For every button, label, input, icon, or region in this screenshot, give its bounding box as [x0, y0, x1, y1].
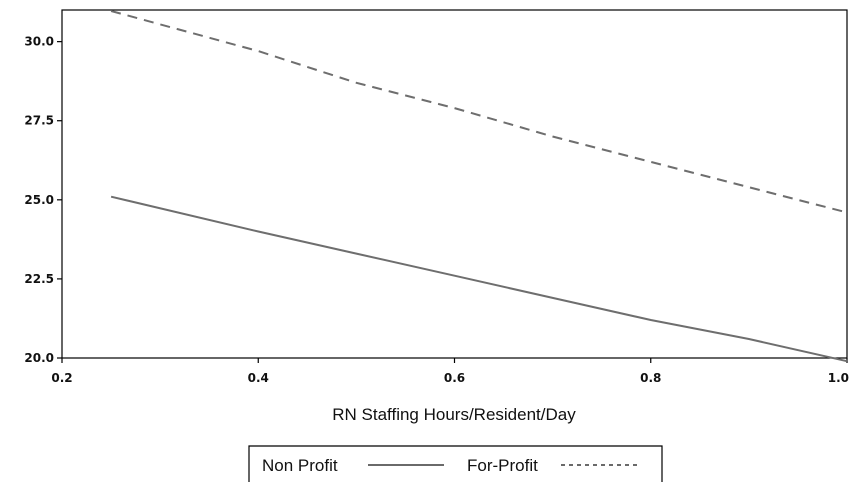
- y-tick-label: 27.5: [24, 114, 54, 128]
- y-tick-label: 20.0: [24, 351, 54, 365]
- y-tick-label: 25.0: [24, 193, 54, 207]
- plot-area-frame: [61, 9, 848, 359]
- x-axis: 0.2 0.4 0.6 0.8 1.0: [51, 358, 849, 385]
- x-tick-label: 0.6: [444, 371, 465, 385]
- x-tick-label: 1.0: [828, 371, 849, 385]
- legend: Non Profit For-Profit: [248, 445, 663, 482]
- y-axis: 20.0 22.5 25.0 27.5 30.0: [24, 35, 62, 365]
- series-group: [110, 10, 848, 363]
- y-tick-label: 22.5: [24, 272, 54, 286]
- x-tick-label: 0.8: [640, 371, 661, 385]
- legend-frame: [248, 445, 663, 482]
- x-axis-title: RN Staffing Hours/Resident/Day: [332, 405, 576, 424]
- series-line-for-profit: [110, 10, 848, 214]
- legend-label-for-profit: For-Profit: [467, 456, 538, 475]
- legend-label-non-profit: Non Profit: [262, 456, 338, 475]
- series-line-non-profit: [110, 195, 848, 363]
- y-tick-label: 30.0: [24, 35, 54, 49]
- x-tick-label: 0.4: [248, 371, 269, 385]
- x-tick-label: 0.2: [51, 371, 72, 385]
